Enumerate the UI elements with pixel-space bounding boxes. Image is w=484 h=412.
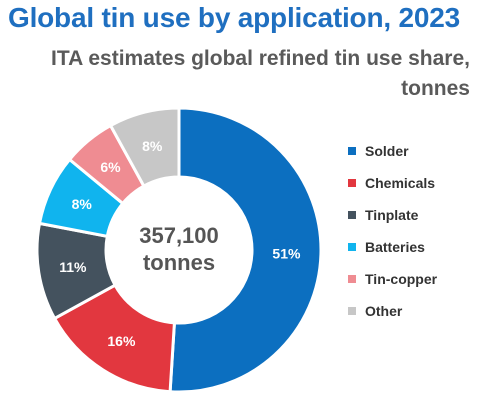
slice-label-tinplate: 11% bbox=[59, 259, 87, 275]
donut-slice-labels: 51% 16% 11% 8% 6% 8% bbox=[59, 138, 301, 349]
center-total-value: 357,100 bbox=[139, 223, 219, 248]
center-total-unit: tonnes bbox=[143, 250, 215, 275]
chart-legend: Solder Chemicals Tinplate Batteries Tin-copp… bbox=[348, 135, 437, 327]
legend-item-solder: Solder bbox=[348, 135, 437, 167]
legend-label: Chemicals bbox=[365, 175, 436, 191]
legend-item-tin-copper: Tin-copper bbox=[348, 263, 437, 295]
legend-swatch bbox=[348, 307, 356, 315]
legend-label: Solder bbox=[365, 143, 409, 159]
legend-item-other: Other bbox=[348, 295, 437, 327]
chart-subtitle: ITA estimates global refined tin use sha… bbox=[51, 47, 470, 100]
legend-item-batteries: Batteries bbox=[348, 231, 437, 263]
slice-label-other: 8% bbox=[142, 138, 163, 154]
slice-label-tin-copper: 6% bbox=[100, 159, 121, 175]
legend-swatch bbox=[348, 179, 356, 187]
slice-other bbox=[108, 106, 181, 189]
legend-swatch bbox=[348, 243, 356, 251]
legend-label: Tinplate bbox=[365, 207, 419, 223]
chart-title: Global tin use by application, 2023 bbox=[8, 2, 461, 33]
legend-label: Batteries bbox=[365, 239, 425, 255]
legend-item-chemicals: Chemicals bbox=[348, 167, 437, 199]
legend-item-tinplate: Tinplate bbox=[348, 199, 437, 231]
legend-label: Tin-copper bbox=[365, 271, 438, 287]
slice-solder bbox=[168, 106, 323, 394]
slice-label-chemicals: 16% bbox=[107, 333, 136, 349]
legend-label: Other bbox=[365, 303, 403, 319]
slice-label-solder: 51% bbox=[272, 245, 301, 261]
slice-label-batteries: 8% bbox=[72, 196, 93, 212]
legend-swatch bbox=[348, 147, 356, 155]
legend-swatch bbox=[348, 211, 356, 219]
legend-swatch bbox=[348, 275, 356, 283]
donut-slices bbox=[35, 106, 323, 394]
